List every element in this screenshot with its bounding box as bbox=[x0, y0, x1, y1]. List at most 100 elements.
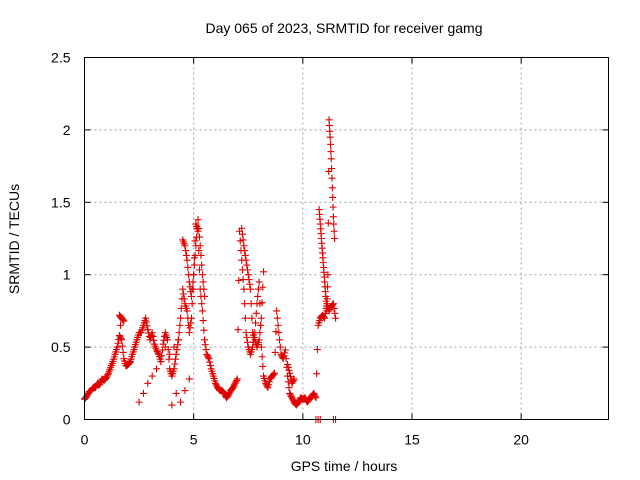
data-point bbox=[117, 334, 125, 342]
data-point bbox=[229, 384, 237, 392]
data-point bbox=[102, 374, 110, 382]
data-point bbox=[326, 133, 334, 141]
data-point bbox=[202, 346, 210, 354]
data-point bbox=[273, 307, 281, 315]
grid-lines bbox=[84, 57, 609, 420]
data-point bbox=[243, 333, 251, 341]
data-point bbox=[170, 365, 178, 373]
data-point bbox=[327, 155, 335, 163]
data-point bbox=[323, 295, 331, 303]
data-point bbox=[258, 353, 266, 361]
data-point bbox=[230, 382, 238, 390]
data-point bbox=[194, 216, 202, 224]
data-point bbox=[285, 366, 293, 374]
data-point bbox=[174, 336, 182, 344]
data-point bbox=[139, 389, 147, 397]
y-axis-label: SRMTID / TECUs bbox=[6, 184, 22, 294]
data-point bbox=[172, 389, 180, 397]
data-point bbox=[260, 268, 268, 276]
data-point bbox=[329, 300, 337, 308]
data-point bbox=[328, 165, 336, 173]
data-point bbox=[248, 314, 256, 322]
data-point bbox=[120, 317, 128, 325]
data-point bbox=[330, 227, 338, 235]
data-point bbox=[312, 394, 320, 402]
y-tick-label: 0 bbox=[63, 412, 71, 428]
data-point bbox=[182, 247, 190, 255]
data-point bbox=[282, 355, 290, 363]
data-point bbox=[264, 384, 272, 392]
data-point bbox=[326, 140, 334, 148]
data-point bbox=[255, 278, 263, 286]
data-point bbox=[200, 326, 208, 334]
y-axis-ticks: 0 0.5 1 1.5 2 2.5 bbox=[51, 50, 609, 428]
x-axis-ticks: 0 5 10 15 20 bbox=[81, 57, 529, 448]
data-point bbox=[265, 381, 273, 389]
data-point bbox=[281, 349, 289, 357]
y-tick-label: 2.5 bbox=[51, 50, 71, 66]
data-point bbox=[247, 300, 255, 308]
data-point bbox=[289, 395, 297, 403]
data-point bbox=[271, 348, 279, 356]
data-point bbox=[168, 401, 176, 409]
data-point bbox=[240, 285, 248, 293]
data-point bbox=[244, 271, 252, 279]
data-point bbox=[323, 307, 331, 315]
data-point bbox=[183, 307, 191, 315]
data-point bbox=[149, 332, 157, 340]
data-point bbox=[198, 271, 206, 279]
data-point bbox=[177, 314, 185, 322]
data-point bbox=[197, 251, 205, 259]
data-point bbox=[258, 299, 266, 307]
data-point bbox=[328, 184, 336, 192]
data-point bbox=[184, 263, 192, 271]
data-point bbox=[288, 379, 296, 387]
data-point bbox=[239, 236, 247, 244]
data-point bbox=[326, 305, 334, 313]
data-point bbox=[329, 213, 337, 221]
data-point bbox=[187, 314, 195, 322]
data-point bbox=[198, 307, 206, 315]
data-point bbox=[187, 292, 195, 300]
data-point bbox=[183, 256, 191, 264]
data-point bbox=[331, 309, 339, 317]
x-tick-label: 5 bbox=[190, 432, 198, 448]
data-point bbox=[206, 361, 214, 369]
data-point bbox=[161, 343, 169, 351]
data-point bbox=[270, 369, 278, 377]
data-point bbox=[148, 372, 156, 380]
y-tick-label: 1 bbox=[63, 267, 71, 283]
data-point bbox=[290, 375, 298, 383]
data-point bbox=[118, 342, 126, 350]
data-point bbox=[172, 350, 180, 358]
data-point bbox=[171, 360, 179, 368]
data-point bbox=[324, 271, 332, 279]
data-point bbox=[148, 329, 156, 337]
data-point bbox=[171, 355, 179, 363]
data-point bbox=[329, 193, 337, 201]
data-point bbox=[286, 369, 294, 377]
data-point bbox=[195, 266, 203, 274]
y-tick-label: 2 bbox=[63, 122, 71, 138]
data-point bbox=[126, 359, 134, 367]
data-point bbox=[190, 271, 198, 279]
data-point bbox=[230, 381, 238, 389]
data-point bbox=[201, 341, 209, 349]
data-point bbox=[286, 389, 294, 397]
data-point bbox=[252, 309, 260, 317]
data-point bbox=[241, 300, 249, 308]
data-point bbox=[255, 336, 263, 344]
data-point bbox=[254, 285, 262, 293]
data-point bbox=[284, 360, 292, 368]
data-point bbox=[181, 387, 189, 395]
data-point bbox=[157, 358, 165, 366]
data-point bbox=[324, 219, 332, 227]
data-point bbox=[245, 276, 253, 284]
data-point bbox=[327, 148, 335, 156]
data-point bbox=[179, 290, 187, 298]
data-point bbox=[117, 321, 125, 329]
data-point bbox=[175, 329, 183, 337]
data-point bbox=[321, 314, 329, 322]
data-point bbox=[189, 278, 197, 286]
data-point bbox=[180, 295, 188, 303]
